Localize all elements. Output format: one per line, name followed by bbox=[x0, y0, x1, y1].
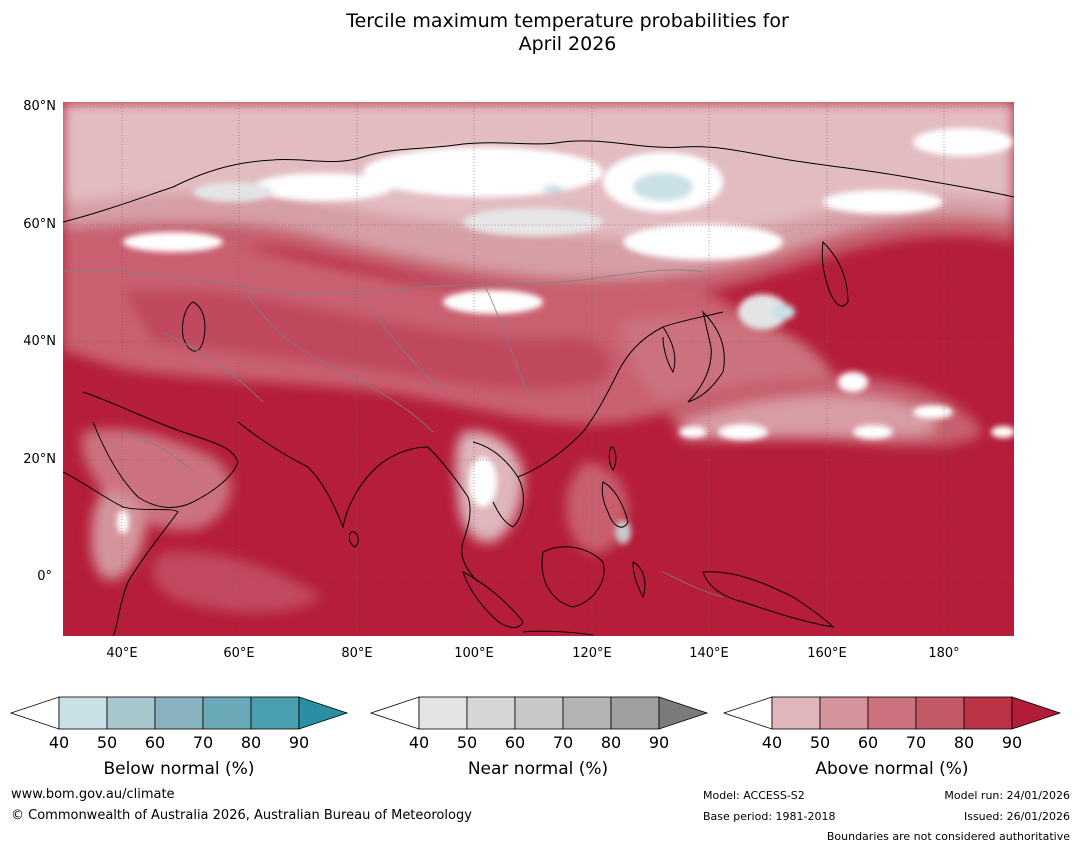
footer-model-run: Model run: 24/01/2026 bbox=[944, 789, 1070, 802]
colorbar-extend-low bbox=[723, 696, 773, 730]
colorbar-segment bbox=[819, 696, 869, 730]
lon-label-160e: 160°E bbox=[807, 646, 847, 661]
legend-near-title: Near normal (%) bbox=[467, 759, 609, 779]
near-normal-patches bbox=[117, 128, 1014, 544]
colorbar-segment bbox=[915, 696, 965, 730]
legend-below-title: Below normal (%) bbox=[103, 759, 255, 779]
lon-label-100e: 100°E bbox=[454, 646, 494, 661]
lat-label-0: 0° bbox=[37, 569, 52, 584]
legend-near-tick: 70 bbox=[552, 733, 574, 752]
legend-above-tick: 90 bbox=[1001, 733, 1023, 752]
legend-above-tick: 60 bbox=[857, 733, 879, 752]
lat-label-40n: 40°N bbox=[23, 334, 56, 349]
footer-issued: Issued: 26/01/2026 bbox=[963, 810, 1070, 823]
colorbar-segment bbox=[963, 696, 1013, 730]
lon-label-180: 180° bbox=[928, 646, 960, 661]
legend-above-tick: 80 bbox=[953, 733, 975, 752]
legend-below-tick: 90 bbox=[288, 733, 310, 752]
colorbar-segment bbox=[514, 696, 564, 730]
footer-website-link[interactable]: www.bom.gov.au/climate bbox=[11, 787, 175, 802]
colorbar-segment bbox=[562, 696, 612, 730]
lat-label-60n: 60°N bbox=[23, 217, 56, 232]
legend-below-normal-colorbar bbox=[10, 696, 349, 730]
colorbar-segment bbox=[58, 696, 108, 730]
colorbar-segment bbox=[202, 696, 252, 730]
colorbar-segment bbox=[154, 696, 204, 730]
legend-above-tick: 70 bbox=[905, 733, 927, 752]
lon-label-140e: 140°E bbox=[689, 646, 729, 661]
legend-near-normal-colorbar bbox=[370, 696, 709, 730]
lon-label-80e: 80°E bbox=[341, 646, 373, 661]
colorbar-segment bbox=[418, 696, 468, 730]
lon-label-60e: 60°E bbox=[223, 646, 255, 661]
legend-below-tick: 50 bbox=[96, 733, 118, 752]
map-title-line1: Tercile maximum temperature probabilitie… bbox=[346, 10, 789, 32]
footer-copyright: © Commonwealth of Australia 2026, Austra… bbox=[11, 808, 472, 823]
legend-near-tick: 60 bbox=[504, 733, 526, 752]
probability-map bbox=[63, 102, 1014, 636]
colorbar-extend-high bbox=[1011, 696, 1062, 730]
lon-label-120e: 120°E bbox=[572, 646, 612, 661]
colorbar-segment bbox=[867, 696, 917, 730]
legend-below-tick: 40 bbox=[48, 733, 70, 752]
legend-near-tick: 50 bbox=[456, 733, 478, 752]
lat-label-20n: 20°N bbox=[23, 452, 56, 467]
colorbar-segment bbox=[250, 696, 300, 730]
legend-near-tick: 40 bbox=[408, 733, 430, 752]
legend-below-tick: 60 bbox=[144, 733, 166, 752]
legend-above-normal-colorbar bbox=[723, 696, 1062, 730]
colorbar-extend-low bbox=[10, 696, 60, 730]
colorbar-extend-high bbox=[298, 696, 349, 730]
colorbar-segment bbox=[106, 696, 156, 730]
country-boundaries bbox=[63, 269, 724, 598]
graticule bbox=[63, 102, 1014, 636]
colorbar-extend-high bbox=[658, 696, 709, 730]
colorbar-segment bbox=[610, 696, 660, 730]
coastlines bbox=[63, 140, 1014, 636]
legend-above-tick: 40 bbox=[761, 733, 783, 752]
legend-above-title: Above normal (%) bbox=[815, 759, 969, 779]
lat-label-80n: 80°N bbox=[23, 99, 56, 114]
map-title-line2: April 2026 bbox=[518, 33, 617, 55]
colorbar-segment bbox=[771, 696, 821, 730]
map-title: Tercile maximum temperature probabilitie… bbox=[0, 10, 1081, 56]
footer-disclaimer: Boundaries are not considered authoritat… bbox=[826, 830, 1070, 843]
colorbar-extend-low bbox=[370, 696, 420, 730]
legend-below-tick: 70 bbox=[192, 733, 214, 752]
footer-model: Model: ACCESS-S2 bbox=[703, 789, 805, 802]
lon-label-40e: 40°E bbox=[106, 646, 138, 661]
footer-base-period: Base period: 1981-2018 bbox=[703, 810, 836, 823]
legend-near-tick: 80 bbox=[600, 733, 622, 752]
legend-above-tick: 50 bbox=[809, 733, 831, 752]
legend-below-tick: 80 bbox=[240, 733, 262, 752]
legend-near-tick: 90 bbox=[648, 733, 670, 752]
colorbar-segment bbox=[466, 696, 516, 730]
